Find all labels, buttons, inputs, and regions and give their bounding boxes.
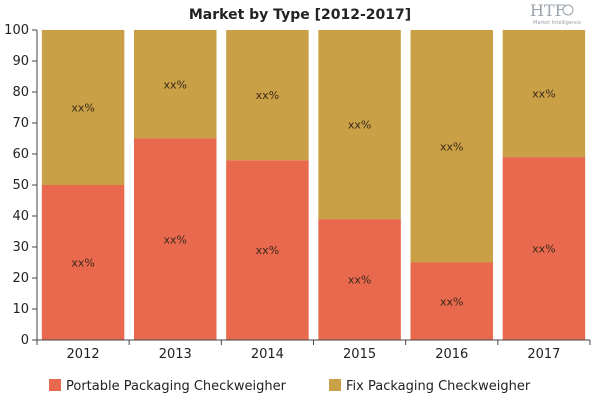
bar-fix-2017 [502,30,586,158]
bar-fix-2013 [134,30,217,139]
bar-portable-2015 [318,219,401,340]
globe-icon [562,4,574,16]
legend-label: Portable Packaging Checkweigher [66,379,287,394]
data-label: xx% [256,89,279,102]
y-tick-label: 90 [12,54,29,69]
x-tick-label: 2012 [67,347,100,362]
y-tick-label: 60 [12,147,29,162]
bar-fix-2014 [226,30,309,161]
data-label: xx% [440,140,463,153]
x-tick-label: 2013 [159,347,192,362]
y-tick-label: 70 [12,116,29,131]
y-axis: 0 10 20 30 40 50 60 70 80 90 100 [4,23,38,348]
data-label: xx% [532,243,555,256]
data-label: xx% [440,295,463,308]
legend: Portable Packaging Checkweigher Fix Packa… [49,379,531,394]
data-label: xx% [71,257,94,270]
y-tick-label: 80 [12,85,29,100]
bar-portable-2012 [41,185,125,340]
bar-portable-2016 [410,262,493,340]
bar-fix-2015 [318,30,401,220]
x-tick-label: 2014 [251,347,284,362]
y-tick-label: 50 [12,178,29,193]
data-label: xx% [164,78,187,91]
logo: HTF Market Intelligence [530,1,581,26]
chart-title: Market by Type [2012-2017] [189,7,411,23]
bar-fix-2012 [41,30,125,185]
legend-swatch [49,379,61,391]
data-label: xx% [164,233,187,246]
bars: xx% xx% xx% xx% xx% xx% xx% xx% xx% xx% xx% xx% [41,30,586,340]
data-label: xx% [348,274,371,287]
y-tick-label: 0 [21,333,29,348]
y-tick-label: 30 [12,240,29,255]
data-label: xx% [71,102,94,115]
y-tick-label: 10 [12,302,29,317]
bar-portable-2014 [226,160,309,340]
data-label: xx% [532,88,555,101]
x-tick-label: 2017 [527,347,560,362]
y-tick-label: 20 [12,271,29,286]
data-label: xx% [348,119,371,132]
legend-label: Fix Packaging Checkweigher [346,379,531,394]
legend-swatch [329,379,341,391]
bar-portable-2017 [502,157,586,340]
y-tick-label: 100 [4,23,29,38]
bar-portable-2013 [134,138,217,340]
logo-text: HTF [530,1,566,20]
x-axis: 2012 2013 2014 2015 2016 2017 [36,339,591,362]
y-tick-label: 40 [12,209,29,224]
x-tick-label: 2015 [343,347,376,362]
logo-subtext: Market Intelligence [533,20,581,26]
x-tick-label: 2016 [435,347,468,362]
data-label: xx% [256,244,279,257]
bar-fix-2016 [410,30,493,263]
